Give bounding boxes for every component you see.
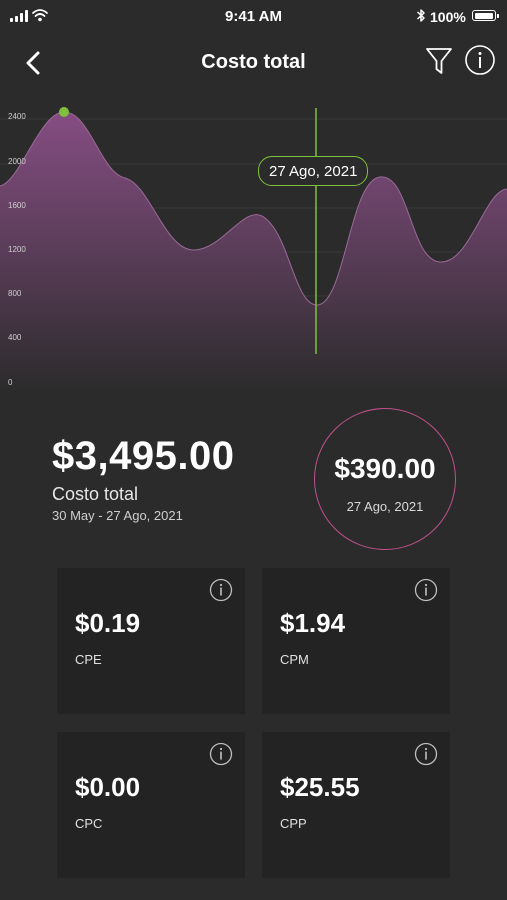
chart-peak-marker xyxy=(59,107,69,117)
bluetooth-icon xyxy=(416,9,425,22)
back-button[interactable] xyxy=(18,48,48,78)
selected-day-circle: $390.00 27 Ago, 2021 xyxy=(314,408,456,550)
page-title: Costo total xyxy=(201,51,306,73)
total-cost-label: Costo total xyxy=(52,484,139,504)
chart-area-fill xyxy=(0,112,507,392)
selected-day-value: $390.00 xyxy=(334,453,436,484)
cost-chart[interactable]: 2400 2000 1600 1200 800 400 0 xyxy=(0,92,507,392)
y-tick-label: 400 xyxy=(8,333,22,342)
y-tick-label: 1600 xyxy=(8,201,26,210)
metric-value: $0.00 xyxy=(75,772,141,802)
chart-date-tooltip: 27 Ago, 2021 xyxy=(258,156,369,186)
info-icon[interactable] xyxy=(414,578,438,602)
wifi-icon xyxy=(32,9,48,22)
chart-svg xyxy=(0,107,507,392)
selected-day-date: 27 Ago, 2021 xyxy=(346,499,424,514)
y-tick-label: 2400 xyxy=(8,112,26,121)
metric-label: CPM xyxy=(280,652,309,667)
info-icon[interactable] xyxy=(209,742,233,766)
info-icon[interactable] xyxy=(209,578,233,602)
y-tick-label: 1200 xyxy=(8,245,26,254)
y-tick-label: 800 xyxy=(8,289,22,298)
info-button[interactable] xyxy=(464,44,496,76)
metric-label: CPC xyxy=(75,816,103,831)
date-range: 30 May - 27 Ago, 2021 xyxy=(52,508,183,523)
total-cost-value: $3,495.00 xyxy=(52,434,235,478)
filter-button[interactable] xyxy=(424,45,454,77)
metric-card-cpe: $0.19 CPE xyxy=(57,568,245,714)
metric-value: $25.55 xyxy=(280,772,360,802)
metric-value: $0.19 xyxy=(75,608,141,638)
info-icon[interactable] xyxy=(414,742,438,766)
metric-card-cpm: $1.94 CPM xyxy=(262,568,450,714)
metric-label: CPE xyxy=(75,652,102,667)
metric-card-cpc: $0.00 CPC xyxy=(57,732,245,878)
chart-line xyxy=(0,111,507,306)
status-bar: 9:41 AM 100% xyxy=(0,0,507,32)
status-time: 9:41 AM xyxy=(225,8,282,25)
y-tick-label: 2000 xyxy=(8,157,26,166)
metric-label: CPP xyxy=(280,816,307,831)
metric-card-cpp: $25.55 CPP xyxy=(262,732,450,878)
y-tick-label: 0 xyxy=(8,378,13,387)
cellular-signal-icon xyxy=(10,10,28,22)
nav-bar: Costo total xyxy=(0,40,507,84)
metric-value: $1.94 xyxy=(280,608,346,638)
battery-icon xyxy=(472,10,499,21)
battery-percent: 100% xyxy=(430,9,466,25)
